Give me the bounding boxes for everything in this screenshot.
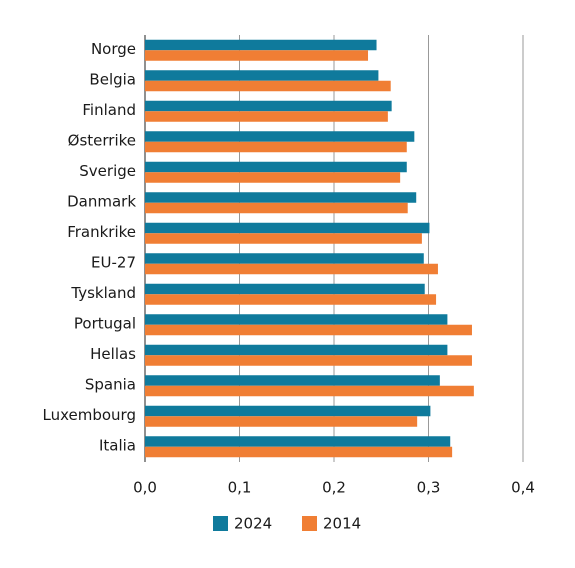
y-tick-label: Belgia (89, 70, 136, 88)
y-tick-label: Østerrike (68, 131, 136, 149)
y-tick-label: Danmark (67, 192, 136, 210)
bar (145, 161, 407, 173)
bar (145, 222, 430, 234)
legend-label: 2014 (323, 515, 361, 533)
y-tick-label: EU-27 (91, 253, 136, 271)
bar (145, 100, 392, 112)
bar (145, 111, 388, 122)
bar (145, 385, 474, 397)
legend-label: 2024 (234, 515, 272, 533)
bar (145, 294, 437, 305)
x-tick-label: 0,1 (228, 479, 252, 497)
bar (145, 172, 401, 183)
bar (145, 283, 425, 295)
y-tick-label: Sverige (79, 162, 136, 180)
bar (145, 314, 448, 325)
bar (145, 39, 377, 51)
bar (145, 324, 472, 336)
bar (145, 131, 415, 142)
bar (145, 355, 472, 366)
bar (145, 70, 379, 81)
bar (145, 344, 448, 356)
bar (145, 192, 417, 203)
bar (145, 446, 453, 458)
y-tick-label: Luxembourg (43, 406, 137, 424)
y-tick-label: Hellas (90, 345, 136, 363)
y-tick-label: Norge (91, 40, 136, 58)
y-tick-label: Tyskland (70, 284, 136, 302)
bar (145, 50, 369, 61)
y-tick-label: Portugal (74, 314, 136, 332)
x-tick-label: 0,4 (511, 479, 535, 497)
legend-swatch (213, 516, 228, 531)
y-tick-label: Frankrike (67, 223, 136, 241)
bar (145, 80, 391, 92)
x-tick-label: 0,3 (417, 479, 441, 497)
y-tick-label: Spania (85, 375, 136, 393)
x-tick-label: 0,2 (322, 479, 346, 497)
bar (145, 233, 422, 244)
bar (145, 436, 451, 447)
y-tick-label: Italia (99, 436, 136, 454)
bar (145, 141, 407, 153)
bar (145, 405, 431, 417)
bar (145, 263, 438, 275)
legend-swatch (302, 516, 317, 531)
bar (145, 202, 408, 214)
bar (145, 375, 440, 386)
bar (145, 253, 424, 264)
y-tick-label: Finland (82, 101, 136, 119)
bar (145, 416, 418, 427)
x-tick-label: 0,0 (133, 479, 157, 497)
